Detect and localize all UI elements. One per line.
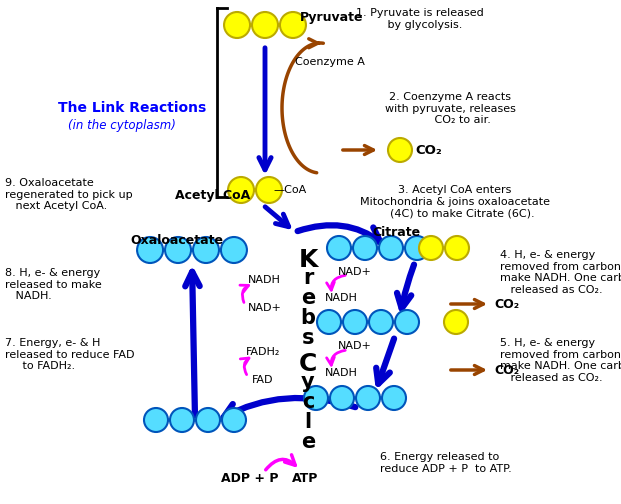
Circle shape (356, 386, 380, 410)
Text: NADH: NADH (248, 275, 281, 285)
Circle shape (304, 386, 328, 410)
Circle shape (196, 408, 220, 432)
Text: C: C (299, 352, 317, 376)
Circle shape (137, 237, 163, 263)
Text: Oxaloacetate: Oxaloacetate (130, 233, 223, 246)
Text: 8. H, e- & energy
released to make
   NADH.: 8. H, e- & energy released to make NADH. (5, 268, 102, 301)
Text: ATP: ATP (292, 472, 318, 484)
Text: b: b (301, 308, 315, 328)
Circle shape (369, 310, 393, 334)
Circle shape (224, 12, 250, 38)
Circle shape (379, 236, 403, 260)
Text: l: l (304, 412, 312, 432)
Text: FAD: FAD (252, 375, 273, 385)
Text: CO₂: CO₂ (494, 363, 519, 376)
Circle shape (221, 237, 247, 263)
Circle shape (170, 408, 194, 432)
Circle shape (405, 236, 429, 260)
Circle shape (228, 177, 254, 203)
Circle shape (445, 236, 469, 260)
Text: Citrate: Citrate (372, 225, 420, 238)
Circle shape (165, 237, 191, 263)
Text: CO₂: CO₂ (494, 297, 519, 310)
Text: c: c (302, 392, 314, 412)
Text: 1. Pyruvate is released
   by glycolysis.: 1. Pyruvate is released by glycolysis. (356, 8, 484, 30)
Circle shape (280, 12, 306, 38)
Circle shape (444, 310, 468, 334)
Circle shape (343, 310, 367, 334)
Text: r: r (303, 268, 313, 288)
Text: Coenzyme A: Coenzyme A (295, 57, 365, 67)
Circle shape (317, 310, 341, 334)
Text: y: y (301, 372, 315, 392)
Text: s: s (302, 328, 314, 348)
Circle shape (395, 310, 419, 334)
Text: (in the cytoplasm): (in the cytoplasm) (68, 118, 176, 132)
Circle shape (419, 236, 443, 260)
Text: 7. Energy, e- & H
released to reduce FAD
     to FADH₂.: 7. Energy, e- & H released to reduce FAD… (5, 338, 135, 371)
Text: Acetyl CoA: Acetyl CoA (175, 188, 250, 202)
Text: FADH₂: FADH₂ (246, 347, 280, 357)
Circle shape (256, 177, 282, 203)
Circle shape (330, 386, 354, 410)
Text: —CoA: —CoA (273, 185, 306, 195)
Text: 4. H, e- & energy
removed from carbon to
make NADH. One carbon
   released as CO: 4. H, e- & energy removed from carbon to… (500, 250, 621, 295)
Circle shape (382, 386, 406, 410)
Text: The Link Reactions: The Link Reactions (58, 101, 206, 115)
Text: e: e (301, 288, 315, 308)
Text: 9. Oxaloacetate
regenerated to pick up
   next Acetyl CoA.: 9. Oxaloacetate regenerated to pick up n… (5, 178, 133, 211)
Text: Pyruvate: Pyruvate (300, 12, 363, 25)
Text: NADH: NADH (325, 293, 358, 303)
Text: 3. Acetyl CoA enters
Mitochondria & joins oxaloacetate
    (4C) to make Citrate : 3. Acetyl CoA enters Mitochondria & join… (360, 185, 550, 218)
Circle shape (222, 408, 246, 432)
Text: ADP + P: ADP + P (221, 472, 279, 484)
Circle shape (252, 12, 278, 38)
Circle shape (353, 236, 377, 260)
Text: NAD+: NAD+ (338, 267, 372, 277)
Text: K: K (298, 248, 318, 272)
Text: 5. H, e- & energy
removed from carbon to
make NADH. One carbon
   released as CO: 5. H, e- & energy removed from carbon to… (500, 338, 621, 383)
Circle shape (193, 237, 219, 263)
Text: 6. Energy released to
reduce ADP + P  to ATP.: 6. Energy released to reduce ADP + P to … (380, 452, 512, 474)
Text: e: e (301, 432, 315, 452)
Circle shape (327, 236, 351, 260)
Circle shape (144, 408, 168, 432)
Text: NAD+: NAD+ (338, 341, 372, 351)
Text: NADH: NADH (325, 368, 358, 378)
Circle shape (388, 138, 412, 162)
Text: 2. Coenzyme A reacts
with pyruvate, releases
       CO₂ to air.: 2. Coenzyme A reacts with pyruvate, rele… (384, 92, 515, 125)
Text: CO₂: CO₂ (415, 144, 442, 157)
Text: NAD+: NAD+ (248, 303, 282, 313)
